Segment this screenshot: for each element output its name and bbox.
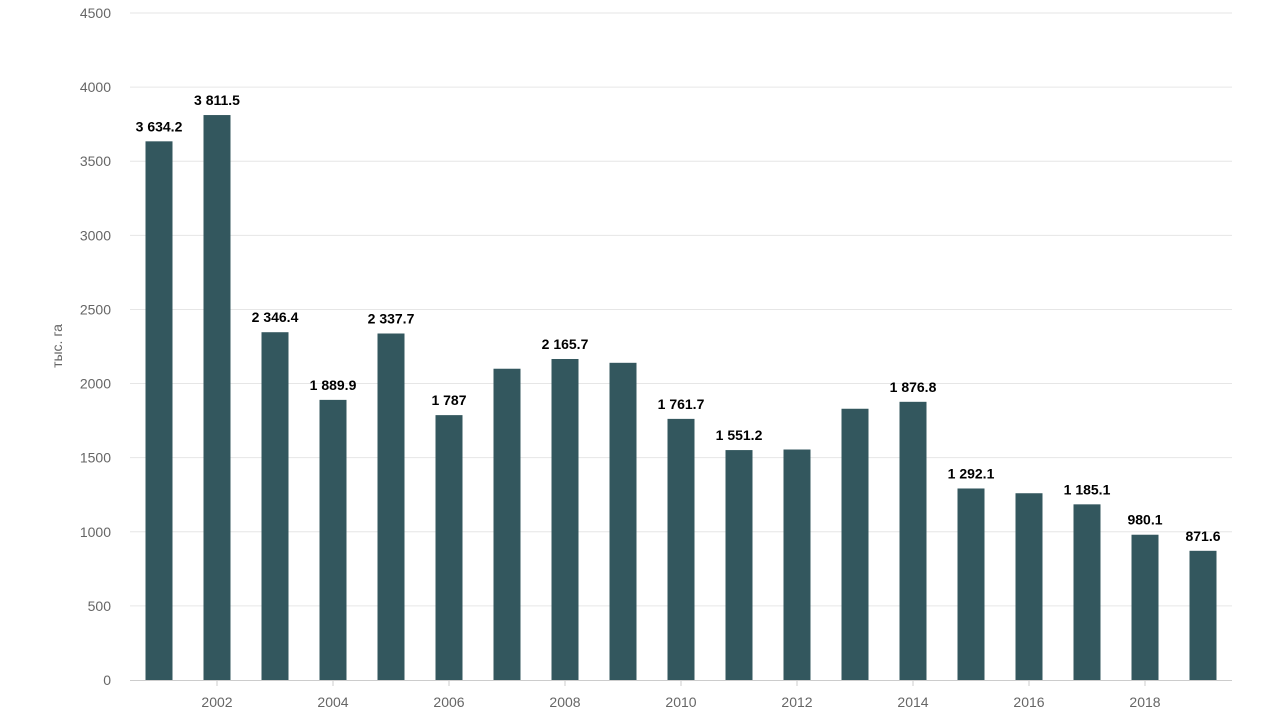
x-tick-label: 2016 [1013, 694, 1044, 710]
x-tick-label: 2018 [1129, 694, 1160, 710]
y-tick-label: 3500 [80, 153, 111, 169]
data-label: 3 634.2 [136, 118, 183, 134]
gridlines [130, 12, 1232, 607]
bar [551, 358, 579, 680]
bar [261, 332, 289, 680]
bar [841, 408, 869, 680]
y-tick-label: 2000 [80, 376, 111, 392]
y-tick-label: 1500 [80, 450, 111, 466]
x-tick-label: 2006 [433, 694, 464, 710]
y-tick-label: 4500 [80, 5, 111, 21]
bar [725, 450, 753, 680]
x-tick-label: 2012 [781, 694, 812, 710]
bar [1073, 504, 1101, 680]
y-tick-label: 3000 [80, 227, 111, 243]
bars [145, 115, 1217, 680]
bar [145, 141, 173, 680]
data-label: 1 876.8 [890, 379, 937, 395]
data-label: 2 337.7 [368, 311, 415, 327]
y-tick-label: 0 [103, 672, 111, 688]
bar [783, 449, 811, 680]
y-tick-label: 4000 [80, 79, 111, 95]
data-label: 1 551.2 [716, 427, 763, 443]
x-tick-label: 2014 [897, 694, 928, 710]
bar [1015, 493, 1043, 680]
x-tick-label: 2004 [317, 694, 348, 710]
data-label: 1 787 [431, 392, 466, 408]
data-label: 1 185.1 [1064, 481, 1111, 497]
y-axis-title: тыс. га [49, 324, 65, 368]
bar [435, 415, 463, 680]
bar [319, 399, 347, 680]
data-label: 2 346.4 [252, 309, 299, 325]
bar [493, 368, 521, 680]
x-tick-label: 2008 [549, 694, 580, 710]
y-axis-ticks: 0 500 1000 1500 2000 2500 3000 3500 4000 4500 [80, 5, 111, 688]
y-tick-label: 2500 [80, 301, 111, 317]
bar [957, 488, 985, 680]
data-label: 1 292.1 [948, 465, 995, 481]
bar [609, 362, 637, 680]
y-tick-label: 1000 [80, 524, 111, 540]
y-tick-label: 500 [88, 598, 112, 614]
data-label: 1 889.9 [310, 377, 357, 393]
bar [1131, 534, 1159, 680]
data-labels: 3 634.2 3 811.5 2 346.4 1 889.9 2 337.7 1 787… [136, 92, 1221, 544]
data-label: 980.1 [1127, 512, 1162, 528]
data-label: 3 811.5 [194, 92, 240, 108]
x-tick-label: 2010 [665, 694, 696, 710]
data-label: 871.6 [1185, 528, 1220, 544]
bar [667, 418, 695, 680]
x-tick-label: 2002 [201, 694, 232, 710]
x-axis-ticks: 2002 2004 2006 2008 2010 2012 2014 2016 2018 [201, 680, 1161, 710]
bar [1189, 550, 1217, 680]
data-label: 2 165.7 [542, 336, 589, 352]
bar [203, 115, 231, 680]
bar [899, 401, 927, 680]
data-label: 1 761.7 [658, 396, 705, 412]
bar [377, 333, 405, 680]
